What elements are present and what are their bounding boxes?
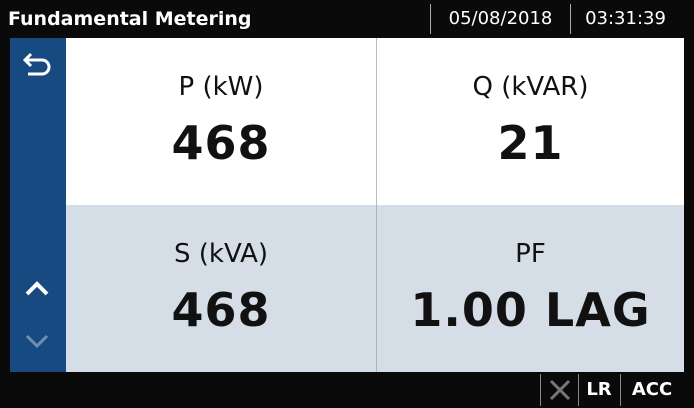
nav-sidebar (10, 38, 66, 372)
cell-label: PF (515, 239, 546, 269)
status-acc: ACC (631, 379, 673, 400)
cell-p: P (kW) 468 (66, 38, 376, 205)
tool-icon (549, 379, 571, 401)
cell-label: Q (kVAR) (472, 72, 589, 102)
status-lr: LR (586, 379, 612, 400)
back-button[interactable] (22, 52, 51, 76)
cell-value: 1.00 LAG (410, 283, 651, 337)
cell-q: Q (kVAR) 21 (376, 38, 684, 205)
scroll-down[interactable] (25, 334, 49, 349)
cell-value: 468 (171, 283, 271, 337)
time: 03:31:39 (570, 4, 680, 34)
cell-value: 468 (171, 116, 271, 170)
cell-s: S (kVA) 468 (66, 205, 376, 372)
separator (578, 374, 579, 406)
cell-value: 21 (497, 116, 564, 170)
cell-label: P (kW) (178, 72, 264, 102)
separator (540, 374, 541, 406)
cell-label: S (kVA) (173, 239, 269, 269)
scroll-up[interactable] (25, 281, 49, 296)
nav-icons (22, 52, 51, 349)
screen-title: Fundamental Metering (8, 8, 252, 30)
cell-pf: PF 1.00 LAG (376, 205, 684, 372)
date: 05/08/2018 (430, 4, 570, 34)
separator (620, 374, 621, 406)
